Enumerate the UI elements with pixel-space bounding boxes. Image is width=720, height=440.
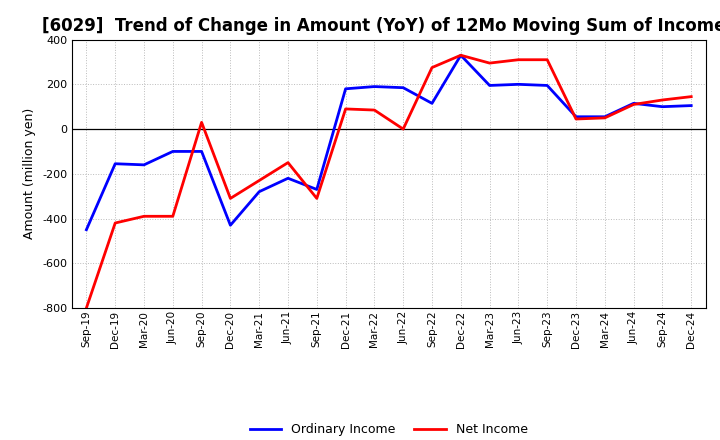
Net Income — [140, 214, 148, 219]
Ordinary Income — [111, 161, 120, 166]
Ordinary Income — [600, 114, 609, 119]
Ordinary Income — [197, 149, 206, 154]
Ordinary Income — [399, 85, 408, 90]
Net Income — [629, 102, 638, 107]
Line: Net Income: Net Income — [86, 55, 691, 308]
Ordinary Income — [629, 101, 638, 106]
Net Income — [572, 116, 580, 121]
Ordinary Income — [370, 84, 379, 89]
Net Income — [600, 115, 609, 121]
Net Income — [226, 196, 235, 201]
Ordinary Income — [572, 114, 580, 119]
Net Income — [197, 120, 206, 125]
Net Income — [312, 196, 321, 201]
Ordinary Income — [255, 189, 264, 194]
Ordinary Income — [687, 103, 696, 108]
Ordinary Income — [284, 176, 292, 181]
Ordinary Income — [312, 187, 321, 192]
Net Income — [255, 178, 264, 183]
Ordinary Income — [456, 53, 465, 58]
Ordinary Income — [341, 86, 350, 92]
Net Income — [399, 126, 408, 132]
Net Income — [82, 305, 91, 311]
Net Income — [456, 53, 465, 58]
Net Income — [485, 60, 494, 66]
Legend: Ordinary Income, Net Income: Ordinary Income, Net Income — [245, 418, 533, 440]
Ordinary Income — [168, 149, 177, 154]
Net Income — [341, 106, 350, 112]
Title: [6029]  Trend of Change in Amount (YoY) of 12Mo Moving Sum of Incomes: [6029] Trend of Change in Amount (YoY) o… — [42, 17, 720, 35]
Y-axis label: Amount (million yen): Amount (million yen) — [24, 108, 37, 239]
Net Income — [428, 65, 436, 70]
Net Income — [370, 107, 379, 113]
Ordinary Income — [658, 104, 667, 109]
Ordinary Income — [140, 162, 148, 168]
Ordinary Income — [82, 227, 91, 232]
Net Income — [168, 214, 177, 219]
Net Income — [687, 94, 696, 99]
Ordinary Income — [514, 82, 523, 87]
Net Income — [111, 220, 120, 226]
Ordinary Income — [543, 83, 552, 88]
Ordinary Income — [428, 101, 436, 106]
Net Income — [543, 57, 552, 62]
Net Income — [514, 57, 523, 62]
Ordinary Income — [485, 83, 494, 88]
Ordinary Income — [226, 223, 235, 228]
Net Income — [284, 160, 292, 165]
Line: Ordinary Income: Ordinary Income — [86, 55, 691, 230]
Net Income — [658, 97, 667, 103]
